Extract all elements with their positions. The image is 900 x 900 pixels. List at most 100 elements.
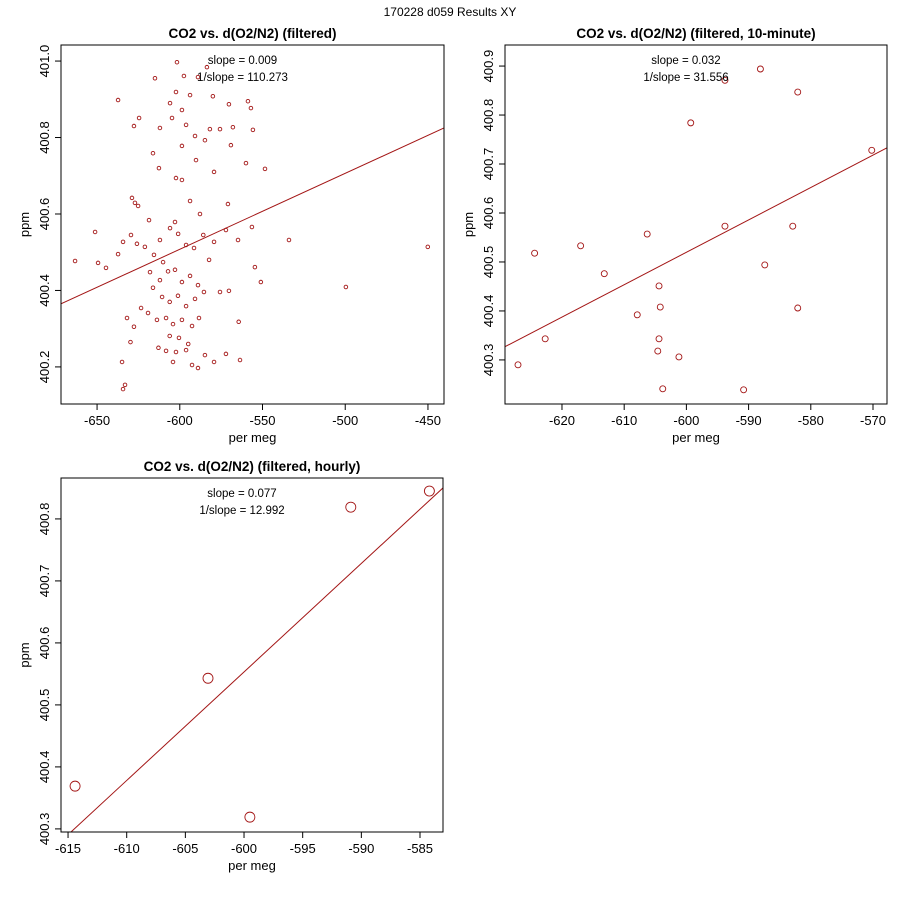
point bbox=[150, 150, 156, 156]
panel-title: CO2 vs. d(O2/N2) (filtered, hourly) bbox=[144, 459, 361, 474]
plot-area bbox=[505, 65, 887, 394]
y-tick-label: 400.4 bbox=[37, 274, 52, 307]
point bbox=[345, 501, 357, 513]
point bbox=[196, 315, 202, 321]
point bbox=[189, 323, 195, 329]
point bbox=[249, 224, 255, 230]
point bbox=[226, 102, 232, 107]
point bbox=[207, 126, 213, 132]
point bbox=[179, 143, 185, 149]
x-tick-label: -550 bbox=[249, 413, 275, 428]
y-tick-label: 400.6 bbox=[37, 198, 52, 231]
point bbox=[202, 137, 208, 143]
point bbox=[675, 353, 683, 361]
y-tick-label: 400.2 bbox=[37, 351, 52, 384]
point bbox=[721, 222, 729, 230]
point bbox=[134, 241, 140, 247]
point bbox=[179, 177, 185, 183]
point bbox=[119, 359, 125, 365]
point bbox=[211, 359, 217, 365]
point bbox=[286, 237, 292, 243]
x-tick-label: -590 bbox=[348, 841, 374, 856]
y-tick-label: 400.5 bbox=[37, 689, 52, 722]
y-tick-label: 400.7 bbox=[37, 565, 52, 598]
point bbox=[425, 244, 431, 250]
y-tick-label: 400.8 bbox=[37, 121, 52, 154]
point bbox=[128, 339, 133, 345]
point bbox=[179, 107, 185, 113]
panel-title: CO2 vs. d(O2/N2) (filtered, 10-minute) bbox=[576, 26, 815, 41]
point bbox=[163, 348, 169, 354]
point bbox=[643, 230, 651, 238]
point bbox=[721, 76, 729, 84]
point bbox=[170, 359, 176, 365]
point bbox=[92, 229, 98, 235]
point bbox=[211, 239, 217, 245]
point bbox=[187, 198, 193, 204]
point bbox=[138, 305, 144, 311]
point bbox=[794, 304, 802, 312]
plot-box bbox=[60, 477, 444, 833]
fit-line bbox=[505, 147, 887, 348]
point bbox=[142, 244, 148, 250]
point bbox=[122, 382, 128, 388]
plot-box bbox=[504, 44, 888, 405]
point bbox=[206, 257, 212, 263]
y-tick-label: 400.3 bbox=[37, 813, 52, 846]
point bbox=[740, 386, 748, 394]
point bbox=[230, 124, 236, 130]
point bbox=[262, 166, 268, 172]
point bbox=[577, 242, 585, 250]
point bbox=[187, 92, 193, 98]
x-tick-label: -600 bbox=[231, 841, 257, 856]
point bbox=[600, 270, 608, 278]
y-tick-label: 401.0 bbox=[37, 45, 52, 78]
x-tick-label: -450 bbox=[415, 413, 441, 428]
point bbox=[514, 361, 522, 369]
point bbox=[174, 59, 180, 65]
point bbox=[124, 315, 130, 321]
point bbox=[258, 279, 264, 285]
point bbox=[211, 169, 217, 175]
y-tick-label: 400.6 bbox=[37, 627, 52, 660]
point bbox=[175, 231, 181, 237]
y-tick-label: 400.5 bbox=[481, 246, 496, 279]
point bbox=[115, 251, 121, 257]
x-tick-label: -500 bbox=[332, 413, 358, 428]
point bbox=[172, 267, 178, 273]
point bbox=[217, 289, 223, 295]
point bbox=[179, 279, 185, 285]
point bbox=[129, 195, 135, 201]
point bbox=[167, 100, 173, 106]
point bbox=[160, 259, 166, 265]
point bbox=[150, 285, 156, 291]
point bbox=[252, 264, 258, 270]
point bbox=[659, 385, 667, 393]
point bbox=[192, 133, 198, 139]
point bbox=[151, 252, 157, 258]
point bbox=[128, 232, 134, 238]
super-title: 170228 d059 Results XY bbox=[384, 5, 517, 19]
y-axis-title: ppm bbox=[17, 642, 32, 667]
x-axis-title: per meg bbox=[228, 858, 276, 873]
point bbox=[654, 347, 662, 355]
point bbox=[187, 273, 193, 279]
annotation: slope = 0.009 bbox=[208, 55, 277, 67]
point bbox=[167, 333, 172, 339]
panel-title: CO2 vs. d(O2/N2) (filtered) bbox=[168, 26, 336, 41]
y-tick-label: 400.9 bbox=[481, 50, 496, 83]
point bbox=[173, 175, 179, 181]
point bbox=[156, 345, 161, 351]
point bbox=[185, 341, 191, 347]
point bbox=[201, 289, 207, 295]
point bbox=[170, 321, 176, 327]
point bbox=[173, 349, 179, 355]
point bbox=[210, 93, 216, 99]
point bbox=[167, 225, 173, 231]
annotation: 1/slope = 110.273 bbox=[197, 72, 288, 84]
point bbox=[223, 351, 229, 357]
annotation: 1/slope = 12.992 bbox=[199, 505, 284, 517]
point bbox=[179, 317, 185, 323]
point bbox=[120, 239, 126, 245]
